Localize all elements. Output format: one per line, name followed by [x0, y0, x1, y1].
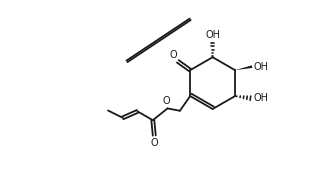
Polygon shape — [235, 65, 253, 70]
Text: OH: OH — [205, 30, 220, 40]
Text: OH: OH — [253, 62, 268, 72]
Text: OH: OH — [253, 93, 268, 103]
Text: O: O — [162, 96, 170, 106]
Text: O: O — [151, 138, 158, 148]
Text: O: O — [169, 50, 177, 60]
